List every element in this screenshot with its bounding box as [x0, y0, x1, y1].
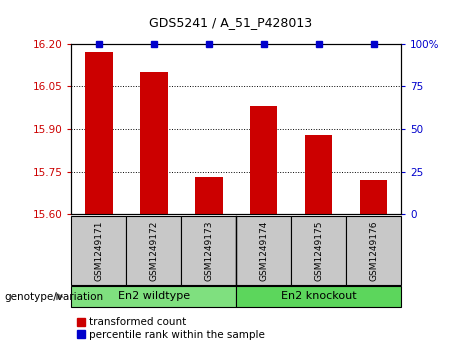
- Bar: [126, 216, 181, 285]
- Legend: transformed count, percentile rank within the sample: transformed count, percentile rank withi…: [77, 317, 265, 340]
- Text: GSM1249172: GSM1249172: [149, 220, 159, 281]
- Text: GSM1249175: GSM1249175: [314, 220, 323, 281]
- Text: GSM1249173: GSM1249173: [204, 220, 213, 281]
- Bar: [140, 72, 168, 214]
- Bar: [71, 216, 126, 285]
- Text: GSM1249171: GSM1249171: [95, 220, 103, 281]
- Text: En2 wildtype: En2 wildtype: [118, 291, 190, 301]
- Bar: [360, 180, 387, 214]
- Text: En2 knockout: En2 knockout: [281, 291, 356, 301]
- Bar: [195, 177, 223, 214]
- Bar: [250, 106, 278, 214]
- Bar: [236, 216, 291, 285]
- Bar: [181, 216, 236, 285]
- Bar: [346, 216, 401, 285]
- Bar: [85, 52, 112, 214]
- Text: GSM1249176: GSM1249176: [369, 220, 378, 281]
- Bar: [291, 216, 346, 285]
- Text: GSM1249174: GSM1249174: [259, 220, 268, 281]
- Text: GDS5241 / A_51_P428013: GDS5241 / A_51_P428013: [149, 16, 312, 29]
- Bar: [71, 286, 236, 307]
- Text: genotype/variation: genotype/variation: [5, 291, 104, 302]
- Bar: [236, 286, 401, 307]
- Bar: [305, 135, 332, 214]
